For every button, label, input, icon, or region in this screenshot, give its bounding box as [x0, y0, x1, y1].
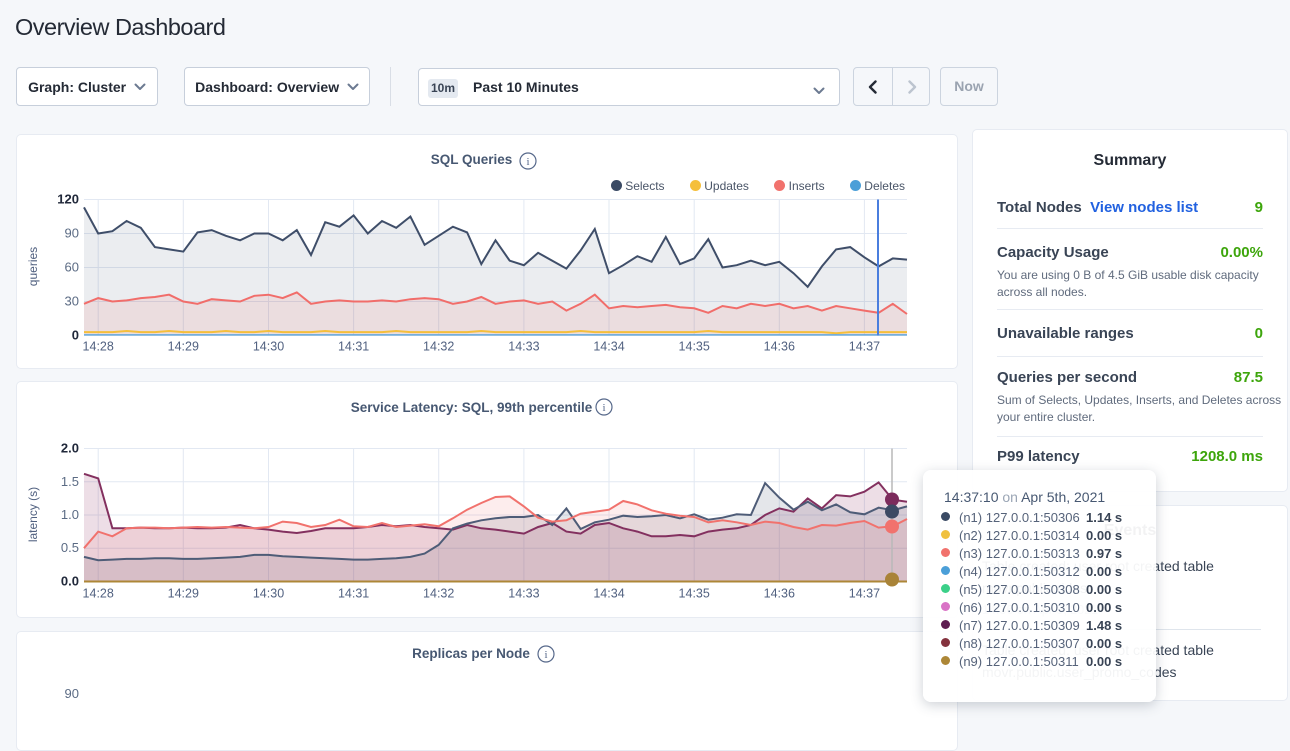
- svg-text:30: 30: [65, 293, 79, 308]
- svg-text:14:32: 14:32: [423, 586, 454, 600]
- svg-text:14:36: 14:36: [764, 339, 795, 353]
- svg-text:0: 0: [72, 327, 79, 342]
- svg-text:14:36: 14:36: [764, 586, 795, 600]
- svg-text:14:33: 14:33: [508, 586, 539, 600]
- svg-text:14:30: 14:30: [253, 339, 284, 353]
- svg-text:queries: queries: [26, 246, 40, 285]
- svg-text:14:34: 14:34: [593, 339, 624, 353]
- svg-text:0.5: 0.5: [61, 540, 79, 555]
- svg-text:14:32: 14:32: [423, 339, 454, 353]
- svg-text:14:35: 14:35: [679, 339, 710, 353]
- svg-text:14:37: 14:37: [849, 339, 880, 353]
- svg-text:14:30: 14:30: [253, 586, 284, 600]
- svg-text:i: i: [544, 649, 547, 661]
- svg-text:14:37: 14:37: [849, 586, 880, 600]
- svg-text:0.0: 0.0: [61, 573, 79, 588]
- svg-text:14:29: 14:29: [168, 586, 199, 600]
- svg-text:1.0: 1.0: [61, 507, 79, 522]
- svg-text:14:28: 14:28: [83, 586, 114, 600]
- svg-text:14:31: 14:31: [338, 586, 369, 600]
- svg-text:120: 120: [57, 191, 79, 206]
- svg-text:60: 60: [65, 259, 79, 274]
- svg-text:14:29: 14:29: [168, 339, 199, 353]
- svg-text:latency (s): latency (s): [26, 486, 40, 541]
- svg-text:i: i: [526, 156, 529, 168]
- svg-text:14:34: 14:34: [593, 586, 624, 600]
- svg-text:90: 90: [65, 225, 79, 240]
- svg-text:14:35: 14:35: [679, 586, 710, 600]
- svg-text:2.0: 2.0: [61, 440, 79, 455]
- svg-text:14:33: 14:33: [508, 339, 539, 353]
- svg-text:1.5: 1.5: [61, 473, 79, 488]
- svg-text:14:28: 14:28: [83, 339, 114, 353]
- svg-text:i: i: [602, 402, 605, 414]
- svg-text:14:31: 14:31: [338, 339, 369, 353]
